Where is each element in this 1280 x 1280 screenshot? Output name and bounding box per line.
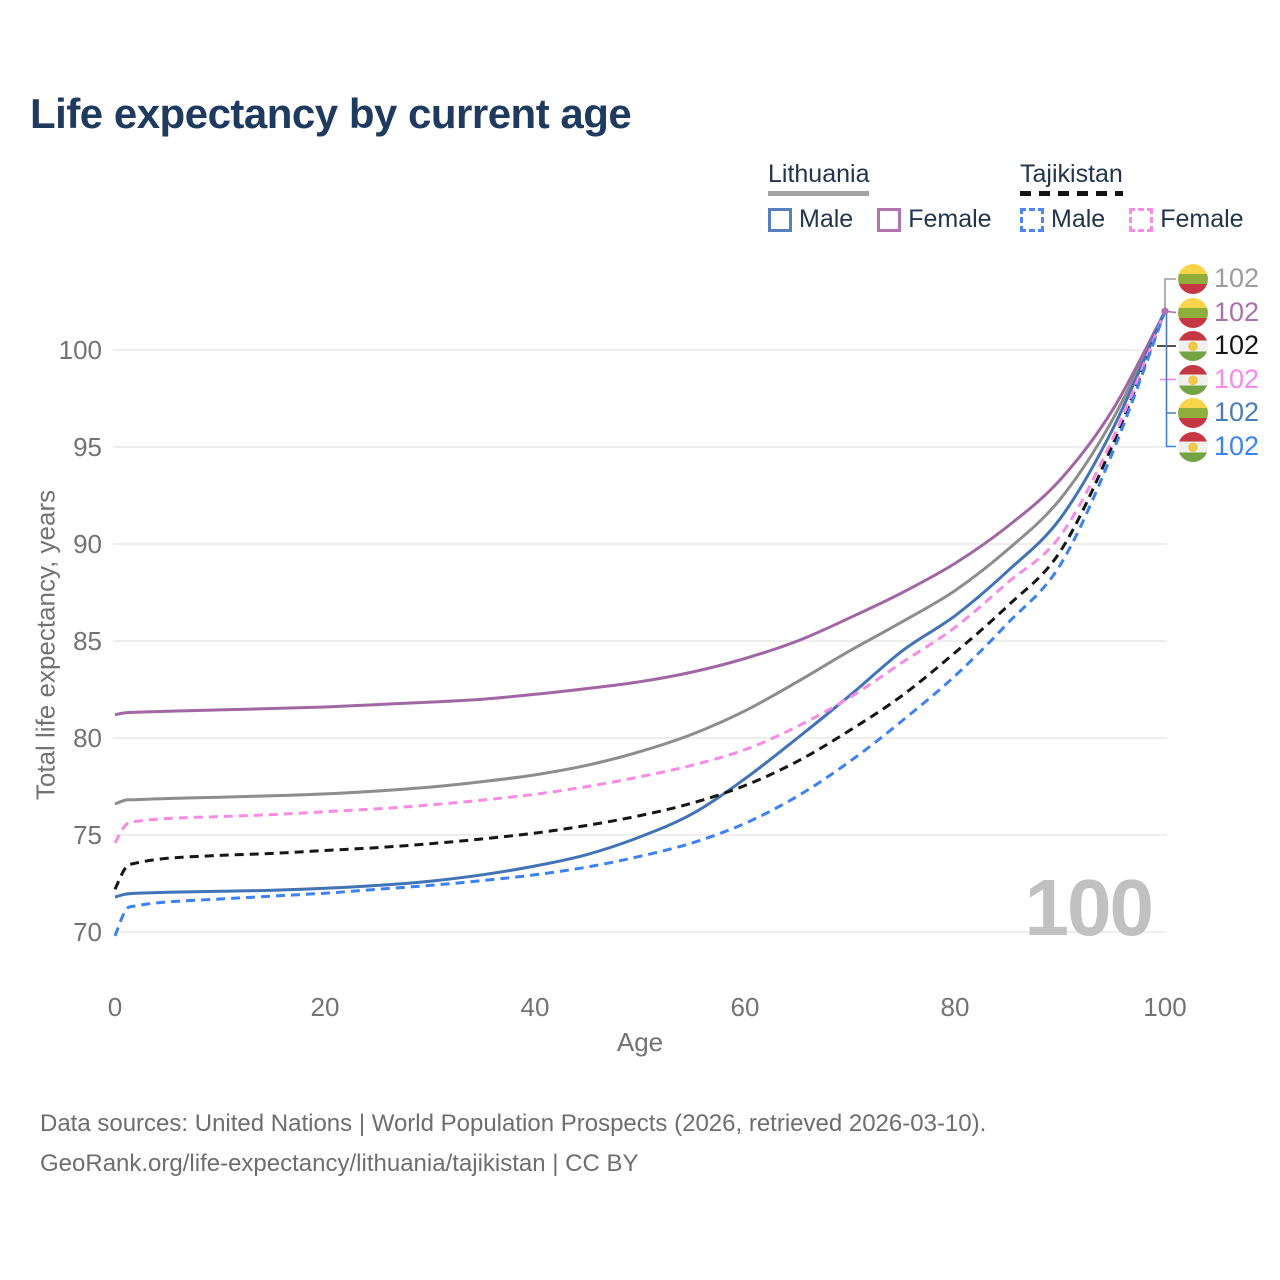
end-label-connector — [1165, 413, 1176, 448]
legend-item-tajikistan-male[interactable]: Male — [1020, 205, 1105, 234]
x-tick-label: 40 — [520, 992, 550, 1022]
dashed-line-swatch — [1020, 191, 1123, 196]
y-tick-label: 90 — [73, 529, 102, 559]
legend-item-label: Female — [908, 205, 992, 233]
tajikistan-flag-icon — [1178, 331, 1208, 361]
lithuania-flag-icon — [1178, 398, 1208, 428]
legend-item-label: Male — [799, 205, 854, 233]
series-end-value: 102 — [1214, 330, 1260, 360]
x-tick-label: 80 — [940, 992, 970, 1022]
footer-attribution: GeoRank.org/life-expectancy/lithuania/ta… — [40, 1150, 639, 1177]
x-tick-label: 0 — [107, 992, 123, 1022]
y-tick-label: 75 — [73, 820, 102, 850]
checkbox-swatch-icon[interactable] — [877, 207, 902, 232]
legend-item-lithuania-male[interactable]: Male — [768, 205, 853, 234]
y-tick-label: 80 — [73, 723, 102, 753]
age-watermark: 100 — [1024, 863, 1154, 952]
series-line-lithuania — [114, 310, 1167, 806]
series-end-value: 102 — [1214, 430, 1260, 461]
footer-data-sources: Data sources: United Nations | World Pop… — [40, 1110, 987, 1137]
legend-item-tajikistan-female[interactable]: Female — [1129, 205, 1244, 234]
x-axis-title: Age — [616, 1027, 664, 1057]
checkbox-swatch-icon[interactable] — [768, 207, 792, 232]
checkbox-swatch-icon[interactable] — [1129, 207, 1154, 232]
series-end-value: 102 — [1214, 296, 1260, 327]
series-line-tajikistan-male — [113, 310, 1167, 937]
legend-country-label: Lithuania — [768, 160, 870, 188]
y-tick-label: 95 — [73, 432, 102, 462]
legend-item-lithuania-female[interactable]: Female — [877, 205, 992, 234]
convergence-point-marker — [1161, 307, 1169, 315]
tajikistan-flag-icon — [1178, 364, 1208, 395]
tajikistan-flag-icon — [1178, 431, 1208, 462]
series-end-value: 102 — [1214, 363, 1260, 394]
page-title: Life expectancy by current age — [30, 90, 632, 137]
y-tick-label: 70 — [73, 917, 102, 947]
series-line-tajikistan-female — [113, 310, 1167, 844]
x-tick-label: 20 — [310, 992, 340, 1022]
series-end-value: 102 — [1214, 263, 1260, 293]
legend-item-label: Female — [1160, 205, 1244, 233]
series-end-value: 102 — [1214, 397, 1260, 427]
series-line-lithuania-male — [114, 310, 1167, 899]
solid-line-swatch — [768, 191, 870, 196]
legend-country-label: Tajikistan — [1020, 160, 1123, 188]
lithuania-flag-icon — [1178, 297, 1208, 328]
y-tick-label: 100 — [58, 335, 102, 365]
y-tick-label: 85 — [73, 626, 102, 656]
series-line-lithuania-female — [114, 310, 1167, 717]
lithuania-flag-icon — [1178, 264, 1208, 294]
legend-country-header: Lithuania — [768, 160, 870, 196]
x-tick-label: 100 — [1143, 992, 1187, 1022]
checkbox-swatch-icon[interactable] — [1020, 207, 1044, 232]
footer: Data sources: United Nations | World Pop… — [40, 1104, 986, 1184]
legend-item-label: Male — [1051, 205, 1106, 233]
legend-country-header: Tajikistan — [1020, 160, 1123, 196]
x-tick-label: 60 — [730, 992, 760, 1022]
legend-group-tajikistan: Tajikistan Male Female — [1020, 160, 1268, 234]
end-label-connector — [1165, 313, 1176, 414]
end-label-connector — [1164, 278, 1176, 312]
series-line-tajikistan — [113, 310, 1167, 890]
legend-group-lithuania: Lithuania Male Female — [768, 160, 1016, 234]
